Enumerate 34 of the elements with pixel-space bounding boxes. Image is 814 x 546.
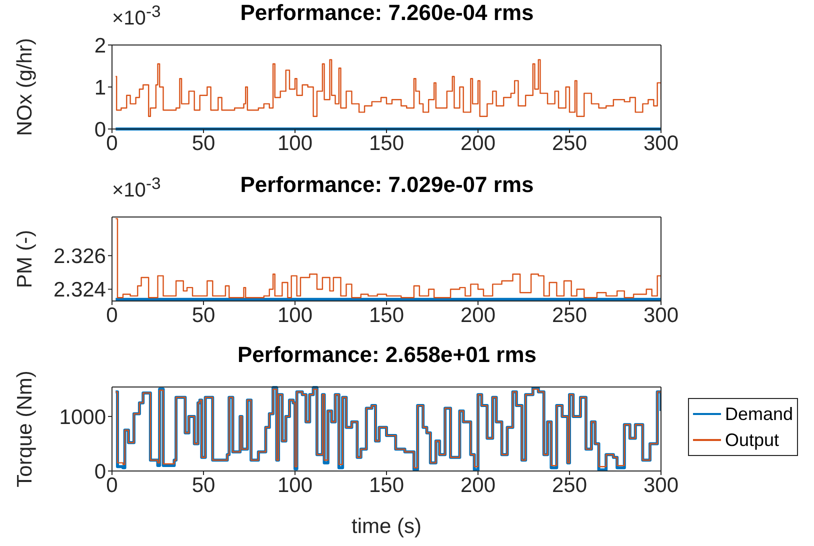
x-tick-label: 50	[192, 474, 216, 497]
x-tick-label: 150	[368, 304, 404, 327]
y-axis-title: NOx (g/hr)	[13, 38, 36, 136]
legend-label: Output	[725, 430, 780, 450]
y-tick-label: 2.326	[53, 245, 106, 268]
x-tick-label: 200	[460, 132, 496, 155]
x-tick-label: 150	[368, 132, 404, 155]
x-tick-label: 50	[192, 304, 216, 327]
x-tick-label: 150	[368, 474, 404, 497]
y-axis-title: Torque (Nm)	[13, 370, 36, 488]
y-tick-label: 2	[94, 34, 106, 58]
x-tick-label: 100	[277, 304, 313, 327]
y-axis-title: PM (-)	[13, 230, 36, 288]
x-tick-label: 300	[643, 132, 679, 155]
chart-title: Performance: 2.658e+01 rms	[236, 342, 538, 368]
x-tick-label: 50	[192, 132, 216, 155]
x-tick-label: 200	[460, 474, 496, 497]
x-axis-title: time (s)	[352, 515, 422, 538]
chart-title: Performance: 7.260e-04 rms	[240, 0, 534, 25]
x-tick-label: 100	[277, 474, 313, 497]
legend-label: Demand	[725, 404, 794, 424]
x-tick-label: 300	[643, 304, 679, 327]
x-tick-label: 100	[277, 132, 313, 155]
text: ×10$^{-3}$	[112, 2, 161, 31]
text: ×10$^{-3}$	[112, 174, 161, 203]
x-tick-label: 200	[460, 304, 496, 327]
x-tick-label: 250	[552, 474, 588, 497]
chart-title: Performance: 7.029e-07 rms	[240, 172, 534, 197]
x-tick-label: 300	[643, 474, 679, 497]
y-tick-label: 1000	[59, 406, 106, 429]
x-tick-label: 250	[552, 304, 588, 327]
y-tick-label: 1	[94, 76, 106, 100]
x-tick-label: 250	[552, 132, 588, 155]
y-tick-label: 2.324	[53, 278, 106, 302]
